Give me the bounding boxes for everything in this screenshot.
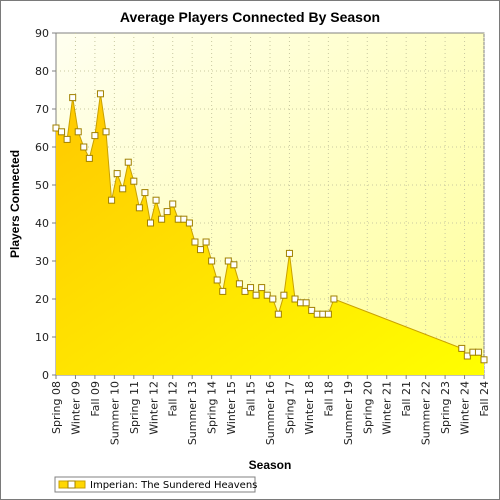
x-tick-label: Fall 21: [400, 381, 413, 417]
data-point: [158, 215, 166, 223]
area-layer: [52, 90, 488, 376]
x-tick-label: Spring 17: [283, 381, 296, 434]
x-tick-label: Spring 20: [361, 381, 374, 434]
x-tick-label: Spring 14: [206, 381, 219, 434]
data-point: [91, 132, 99, 140]
data-point: [146, 219, 154, 227]
data-point: [96, 90, 104, 98]
data-point: [280, 291, 288, 299]
y-tick-label: 70: [35, 103, 49, 116]
x-tick-label: Spring 11: [128, 381, 141, 434]
x-tick-label: Winter 12: [147, 381, 160, 435]
data-point: [52, 124, 60, 132]
x-tick-label: Fall 12: [167, 381, 180, 417]
legend-marker-icon: [67, 480, 76, 489]
x-tick-label: Fall 15: [245, 381, 258, 417]
data-point: [219, 287, 227, 295]
data-point: [474, 348, 482, 356]
series-area: [56, 93, 484, 376]
x-tick-label: Fall 09: [89, 381, 102, 417]
data-point: [58, 128, 66, 136]
data-point: [63, 135, 71, 143]
x-tick-label: Fall 18: [322, 381, 335, 417]
data-point: [113, 170, 121, 178]
data-point: [85, 154, 93, 162]
data-point: [197, 246, 205, 254]
x-tick-label: Spring 08: [50, 381, 63, 434]
y-tick-label: 0: [42, 369, 49, 382]
legend-box: [54, 476, 256, 493]
data-point: [330, 295, 338, 303]
data-point: [163, 208, 171, 216]
y-tick-label: 90: [35, 27, 49, 40]
data-point: [235, 280, 243, 288]
y-tick-label: 50: [35, 179, 49, 192]
y-tick-label: 80: [35, 65, 49, 78]
data-point: [102, 128, 110, 136]
x-tick-label: Summer 10: [108, 381, 121, 445]
x-tick-label: Fall 24: [478, 381, 491, 417]
data-point: [69, 94, 77, 102]
data-point: [152, 196, 160, 204]
data-point: [124, 158, 132, 166]
data-point: [285, 249, 293, 257]
x-tick-label: Summer 19: [342, 381, 355, 445]
data-point: [108, 196, 116, 204]
x-tick-label: Winter 18: [303, 381, 316, 435]
data-point: [185, 219, 193, 227]
data-point: [241, 287, 249, 295]
y-tick-label: 10: [35, 331, 49, 344]
legend: Imperian: The Sundered Heavens: [54, 476, 257, 493]
data-point: [135, 204, 143, 212]
x-tick-label: Winter 24: [459, 381, 472, 435]
data-point: [80, 143, 88, 151]
x-tick-label: Winter 21: [381, 381, 394, 435]
x-axis-ticks: Spring 08 Winter 09 Fall 09 Summer 10 Spring…: [50, 375, 491, 445]
data-point: [119, 185, 127, 193]
data-point: [208, 257, 216, 265]
data-point: [74, 128, 82, 136]
data-point: [269, 295, 277, 303]
data-point: [202, 238, 210, 246]
y-tick-label: 20: [35, 293, 49, 306]
y-tick-label: 30: [35, 255, 49, 268]
data-point: [180, 215, 188, 223]
data-point: [302, 299, 310, 307]
data-point: [191, 238, 199, 246]
chart-title: Average Players Connected By Season: [120, 9, 380, 25]
x-axis-title: Season: [249, 458, 292, 472]
data-point: [463, 352, 471, 360]
y-axis-title: Players Connected: [8, 150, 22, 258]
data-point: [213, 276, 221, 284]
data-point: [130, 177, 138, 185]
x-tick-label: Summer 13: [186, 381, 199, 445]
x-tick-label: Winter 15: [225, 381, 238, 435]
data-point: [247, 284, 255, 292]
data-point: [252, 291, 260, 299]
data-point: [263, 291, 271, 299]
data-point: [308, 306, 316, 314]
data-point: [141, 189, 149, 197]
data-point: [224, 257, 232, 265]
x-tick-label: Spring 23: [439, 381, 452, 434]
data-point: [274, 310, 282, 318]
y-tick-label: 60: [35, 141, 49, 154]
data-point: [324, 310, 332, 318]
data-point: [480, 356, 488, 364]
x-tick-label: Winter 09: [69, 381, 82, 435]
x-tick-label: Summer 16: [264, 381, 277, 445]
x-tick-label: Summer 22: [420, 381, 433, 445]
legend-label: Imperian: The Sundered Heavens: [90, 480, 257, 491]
data-point: [458, 344, 466, 352]
data-point: [230, 261, 238, 269]
y-tick-label: 40: [35, 217, 49, 230]
data-point: [258, 284, 266, 292]
data-point: [169, 200, 177, 208]
data-point: [291, 295, 299, 303]
y-axis-ticks: 0 10 20 30 40 50 60 70 80 90: [35, 27, 56, 382]
